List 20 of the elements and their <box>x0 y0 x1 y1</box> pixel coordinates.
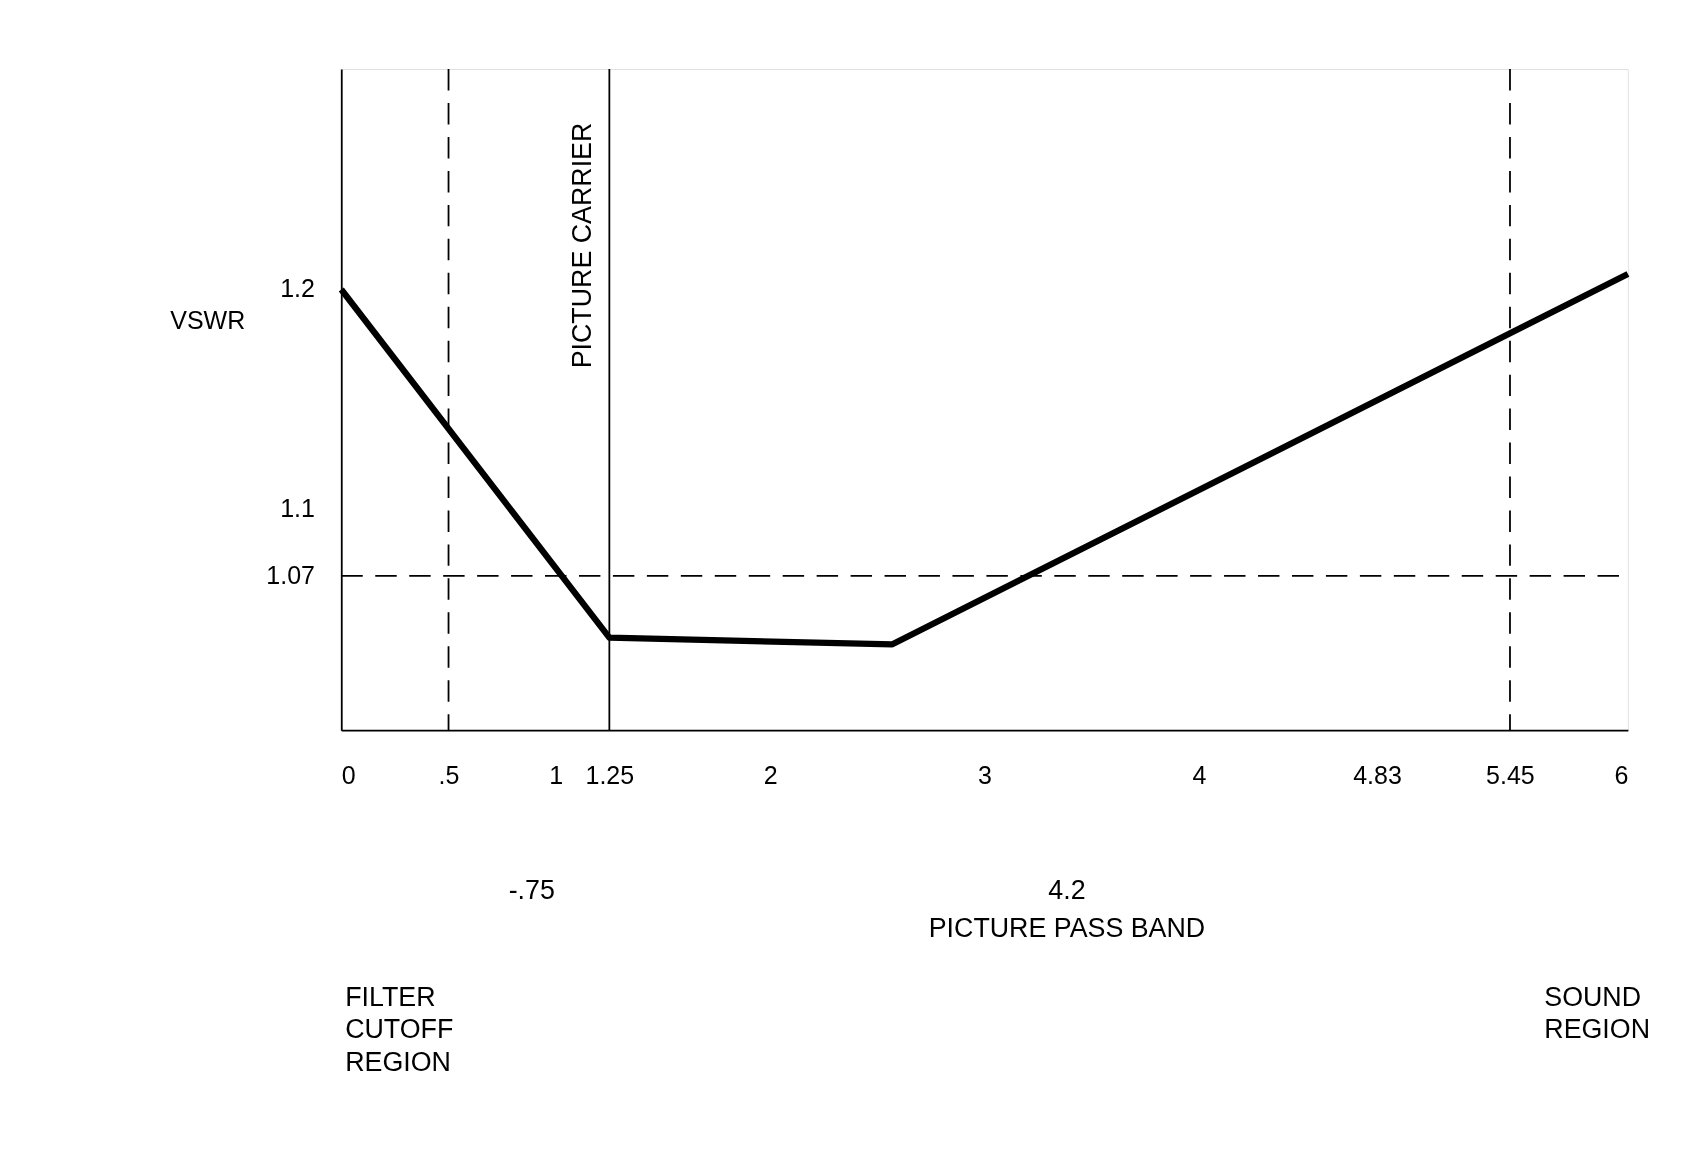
x-tick-label: 4.83 <box>1353 761 1402 790</box>
y-tick-label: 1.2 <box>280 274 315 303</box>
x-tick-label: 1 <box>549 761 564 790</box>
x-tick-label: 1.25 <box>585 761 635 790</box>
text: 4.2 <box>1048 875 1086 906</box>
y-tick-label: 1.07 <box>266 560 315 589</box>
x-tick-label: 3 <box>978 761 993 790</box>
text: PICTURE PASS BAND <box>928 912 1206 943</box>
text: FILTER CUTOFF REGION <box>345 982 454 1077</box>
x-tick-label: 0 <box>341 761 356 790</box>
x-tick-label: 6 <box>1614 761 1629 790</box>
text: SOUND REGION <box>1544 982 1651 1045</box>
x-tick-label: 2 <box>763 761 778 790</box>
x-tick-label: 5.45 <box>1486 761 1535 790</box>
y-axis-title: VSWR <box>170 305 246 334</box>
x-tick-label: 4 <box>1192 761 1207 790</box>
text: -.75 <box>508 875 555 906</box>
ref-line-label: PICTURE CARRIER <box>567 122 598 369</box>
y-tick-label: 1.1 <box>280 494 315 523</box>
x-tick-label: .5 <box>438 761 460 790</box>
